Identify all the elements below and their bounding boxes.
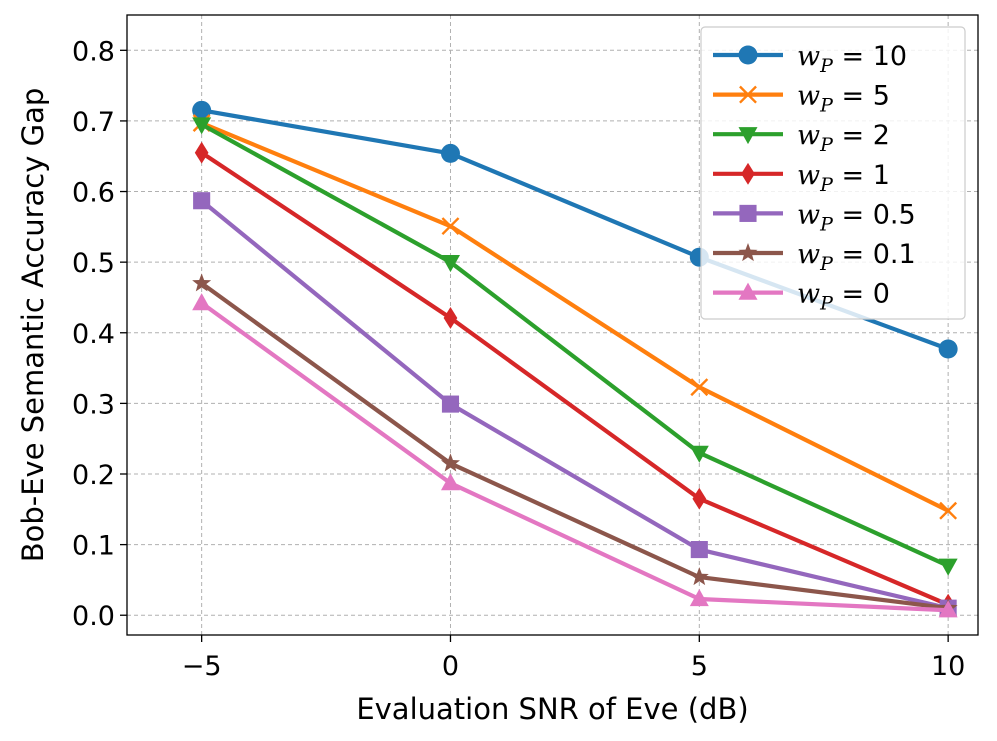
legend-entry: wP = 0.5 <box>713 199 916 235</box>
legend-label: wP = 0 <box>797 279 890 315</box>
data-point <box>440 143 460 163</box>
legend-label: wP = 2 <box>797 120 890 156</box>
legend-label-value: = 0.5 <box>833 199 916 230</box>
legend-label: wP = 0.1 <box>797 239 916 275</box>
data-point <box>938 600 958 618</box>
legend-entry: wP = 5 <box>713 81 890 117</box>
data-point <box>441 395 460 413</box>
legend-entry: wP = 0.1 <box>713 239 916 275</box>
data-point <box>938 558 958 576</box>
series-line <box>200 199 949 611</box>
legend-label-sub: P <box>819 95 834 117</box>
data-point <box>440 453 460 472</box>
legend-entry: wP = 0 <box>713 279 890 315</box>
series-line <box>200 301 949 613</box>
legend-marker <box>738 45 758 65</box>
y-tick-label: 0.6 <box>72 178 115 209</box>
x-tick-label: −5 <box>182 651 222 682</box>
data-point <box>194 141 209 164</box>
data-point <box>689 567 709 586</box>
y-tick-label: 0.5 <box>72 248 115 279</box>
legend-entry: wP = 1 <box>713 160 890 196</box>
legend-label: wP = 10 <box>797 41 907 77</box>
legend-entry: wP = 10 <box>713 41 907 77</box>
y-tick-label: 0.0 <box>72 601 115 632</box>
legend-marker <box>738 127 758 145</box>
data-point <box>939 501 958 520</box>
data-point <box>690 541 708 559</box>
legend-label-value: = 2 <box>833 120 890 151</box>
legend-label: wP = 1 <box>797 160 890 196</box>
data-point <box>192 293 212 311</box>
data-point <box>440 255 460 273</box>
y-tick-label: 0.7 <box>72 107 115 138</box>
y-tick-label: 0.8 <box>72 36 115 67</box>
series-4 <box>193 192 957 617</box>
legend-label-sub: P <box>819 253 834 275</box>
data-point <box>440 473 460 491</box>
series-line <box>200 150 949 607</box>
x-tick-label: 0 <box>442 651 459 682</box>
legend-label-base: w <box>797 239 820 270</box>
legend-label-value: = 10 <box>833 41 907 72</box>
series-1 <box>192 114 958 520</box>
y-tick-label: 0.2 <box>72 460 115 491</box>
legend-label-sub: P <box>819 174 834 196</box>
legend-label-sub: P <box>819 55 834 77</box>
data-point <box>938 339 958 359</box>
y-tick-label: 0.1 <box>72 531 115 562</box>
data-point <box>192 273 212 292</box>
legend-label-sub: P <box>819 134 834 156</box>
axis-ticks: −5 0 5 10 0.0 0.1 0.2 0.3 0.4 0.5 0.6 0.7 0.8 <box>72 36 965 682</box>
legend-label-value: = 5 <box>833 81 890 112</box>
y-axis-label: Bob-Eve Semantic Accuracy Gap <box>16 88 50 563</box>
series-line <box>200 121 950 513</box>
legend-entry: wP = 2 <box>713 120 890 156</box>
data-point <box>192 100 212 120</box>
plot-frame <box>126 14 979 636</box>
legend-label-base: w <box>797 160 820 191</box>
legend-label: wP = 5 <box>797 81 890 117</box>
legend-label-value: = 0 <box>833 279 890 310</box>
data-point <box>193 192 211 210</box>
series-line <box>200 281 949 611</box>
data-point <box>692 487 707 510</box>
legend-label-base: w <box>797 279 820 310</box>
legend-label-base: w <box>797 199 820 230</box>
series-line <box>200 122 950 568</box>
legend-label-sub: P <box>819 293 834 315</box>
legend-marker <box>738 282 758 300</box>
data-point <box>443 307 458 329</box>
legend-label-base: w <box>797 120 820 151</box>
legend-marker <box>741 162 755 185</box>
x-tick-label: 5 <box>691 651 708 682</box>
legend-label-base: w <box>797 81 820 112</box>
x-tick-label: 10 <box>931 651 965 682</box>
legend-marker <box>739 85 757 104</box>
legend-box <box>700 26 966 320</box>
series-6 <box>192 293 958 618</box>
legend-marker <box>739 204 757 222</box>
legend-marker <box>738 243 758 262</box>
legend-label: wP = 0.5 <box>797 199 916 235</box>
data-point <box>689 445 709 463</box>
y-tick-label: 0.3 <box>72 389 115 420</box>
data-point <box>689 589 709 607</box>
legend-label-value: = 0.1 <box>833 239 916 270</box>
data-point <box>441 217 460 236</box>
x-axis-label: Evaluation SNR of Eve (dB) <box>356 692 748 726</box>
data-point <box>192 117 212 135</box>
legend-label-sub: P <box>819 213 834 235</box>
legend-label-base: w <box>797 41 820 72</box>
series-2 <box>192 117 958 576</box>
y-tick-label: 0.4 <box>72 319 115 350</box>
data-point <box>690 378 709 397</box>
legend-label-value: = 1 <box>833 160 890 191</box>
